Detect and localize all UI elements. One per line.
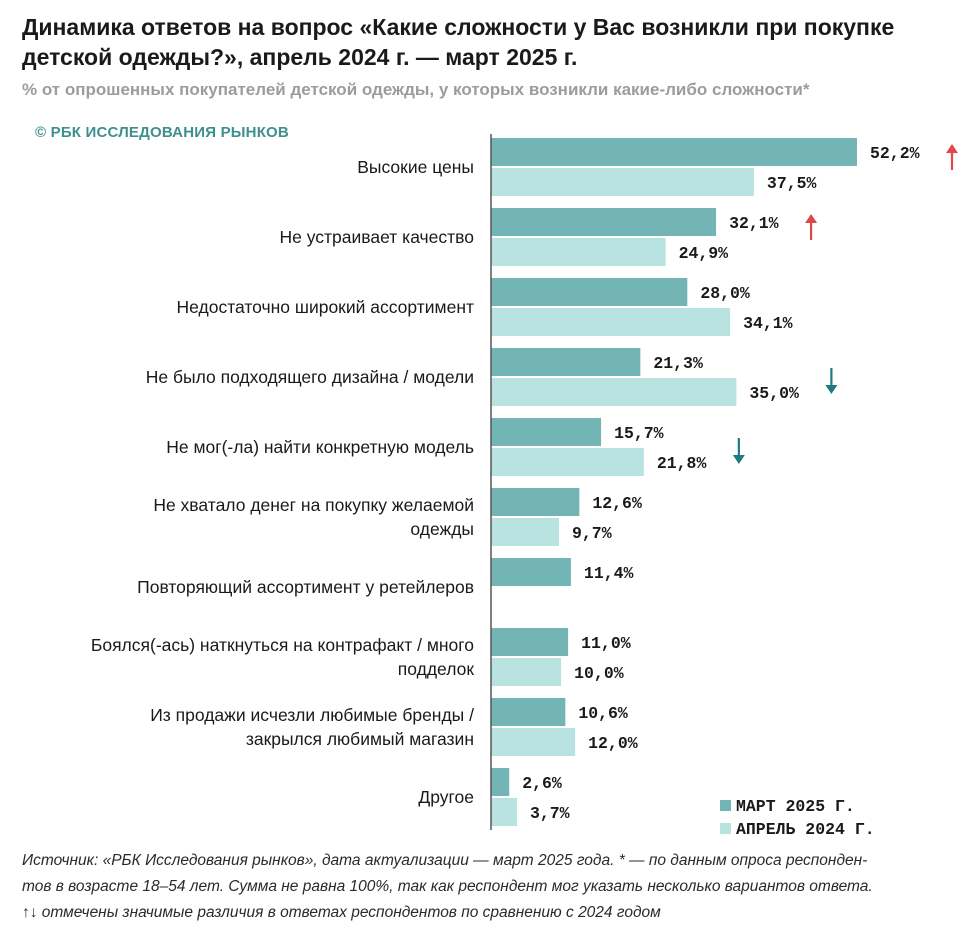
bar-2025 <box>491 768 510 796</box>
bar-2025 <box>491 698 566 726</box>
category-label: Не было подходящего дизайна / модели <box>146 367 474 387</box>
value-label-2025: 15,7% <box>614 424 664 443</box>
value-label-2025: 11,4% <box>584 564 634 583</box>
legend-swatch-2025 <box>720 800 731 811</box>
rbc-logo: © РБК ИССЛЕДОВАНИЯ РЫНКОВ <box>35 124 289 141</box>
value-label-2024: 37,5% <box>767 174 817 193</box>
category-label: Не хватало денег на покупку желаемой одеж… <box>153 495 474 539</box>
arrow-down-icon <box>732 438 745 464</box>
value-label-2025: 32,1% <box>729 214 779 233</box>
value-label-2025: 21,3% <box>653 354 703 373</box>
chart-footnote: Источник: «РБК Исследования рынков», дат… <box>22 848 967 926</box>
bar-2025 <box>491 208 717 236</box>
bar-2024 <box>491 378 737 406</box>
category-label: Боялся(-ась) наткнуться на контрафакт / … <box>91 635 474 679</box>
bar-2025 <box>491 138 857 166</box>
bar-chart: Высокие цены Не устраивает качество Недост… <box>91 134 958 839</box>
arrow-up-icon <box>805 214 818 240</box>
footnote-line-1: Источник: «РБК Исследования рынков», дат… <box>22 852 868 869</box>
value-label-2025: 12,6% <box>592 494 642 513</box>
category-label-line: Из продажи исчезли любимые бренды / <box>150 705 474 725</box>
category-label-line: Повторяющий ассортимент у ретейлеров <box>137 577 474 597</box>
value-label-2024: 24,9% <box>679 244 729 263</box>
category-label-line: Не мог(-ла) найти конкретную модель <box>166 437 474 457</box>
bar-2024 <box>491 518 560 546</box>
bar-2025 <box>491 418 602 446</box>
arrow-up-icon <box>946 144 958 170</box>
bar-2024 <box>491 728 576 756</box>
bar-2024 <box>491 658 562 686</box>
arrow-head <box>946 144 958 153</box>
value-label-2025: 11,0% <box>581 634 631 653</box>
value-label-2025: 52,2% <box>870 144 920 163</box>
bar-2025 <box>491 348 641 376</box>
legend: МАРТ 2025 Г. АПРЕЛЬ 2024 Г. <box>720 797 875 839</box>
category-label-line: Не устраивает качество <box>280 227 475 247</box>
footnote-line-3: ↑↓ отмечены значимые различия в ответах … <box>22 904 661 921</box>
value-label-2024: 34,1% <box>743 314 793 333</box>
category-label-line: закрылся любимый магазин <box>246 729 474 749</box>
category-label: Высокие цены <box>357 157 474 177</box>
category-label: Другое <box>418 787 474 807</box>
category-label-line: Боялся(-ась) наткнуться на контрафакт / … <box>91 635 474 655</box>
arrow-down-icon <box>825 368 838 394</box>
arrow-head <box>732 455 745 464</box>
chart-title: Динамика ответов на вопрос «Какие сложно… <box>22 14 895 70</box>
value-label-2025: 2,6% <box>522 774 562 793</box>
category-label-line: одежды <box>410 519 474 539</box>
bar-2024 <box>491 168 754 196</box>
bar-2024 <box>491 308 731 336</box>
category-label-line: Высокие цены <box>357 157 474 177</box>
value-label-2024: 21,8% <box>657 454 707 473</box>
category-labels: Высокие цены Не устраивает качество Недост… <box>91 157 474 807</box>
bar-2024 <box>491 238 666 266</box>
category-label: Не мог(-ла) найти конкретную модель <box>166 437 474 457</box>
category-label: Недостаточно широкий ассортимент <box>177 297 474 317</box>
bar-2025 <box>491 628 569 656</box>
legend-swatch-2024 <box>720 823 731 834</box>
series-2024-bars <box>491 168 754 826</box>
category-label: Повторяющий ассортимент у ретейлеров <box>137 577 474 597</box>
category-label-line: Другое <box>418 787 474 807</box>
value-label-2024: 12,0% <box>588 734 638 753</box>
bar-2025 <box>491 278 688 306</box>
arrow-head <box>805 214 818 223</box>
category-label-line: подделок <box>398 659 475 679</box>
bar-2024 <box>491 798 517 826</box>
category-label-line: Недостаточно широкий ассортимент <box>177 297 474 317</box>
arrow-head <box>825 385 838 394</box>
category-label: Из продажи исчезли любимые бренды / закры… <box>150 705 474 749</box>
chart-subtitle: % от опрошенных покупателей детской одеж… <box>22 80 810 99</box>
legend-label-2025: МАРТ 2025 Г. <box>736 797 855 816</box>
category-label: Не устраивает качество <box>280 227 475 247</box>
value-label-2025: 10,6% <box>578 704 628 723</box>
bar-2024 <box>491 448 644 476</box>
legend-label-2024: АПРЕЛЬ 2024 Г. <box>736 820 875 839</box>
value-labels: 52,2% 37,5% 32,1%24,9% 28,0% 34,1% 21,3% 35,0%… <box>522 144 919 823</box>
bar-2025 <box>491 558 571 586</box>
value-label-2024: 10,0% <box>574 664 624 683</box>
category-label-line: Не хватало денег на покупку желаемой <box>153 495 474 515</box>
value-label-2024: 35,0% <box>749 384 799 403</box>
value-label-2025: 28,0% <box>700 284 750 303</box>
significance-arrows <box>732 144 958 464</box>
bar-2025 <box>491 488 580 516</box>
series-2025-bars <box>491 138 857 796</box>
value-label-2024: 3,7% <box>530 804 570 823</box>
category-label-line: Не было подходящего дизайна / модели <box>146 367 474 387</box>
footnote-line-2: тов в возрасте 18–54 лет. Сумма не равна… <box>22 878 873 895</box>
value-label-2024: 9,7% <box>572 524 612 543</box>
